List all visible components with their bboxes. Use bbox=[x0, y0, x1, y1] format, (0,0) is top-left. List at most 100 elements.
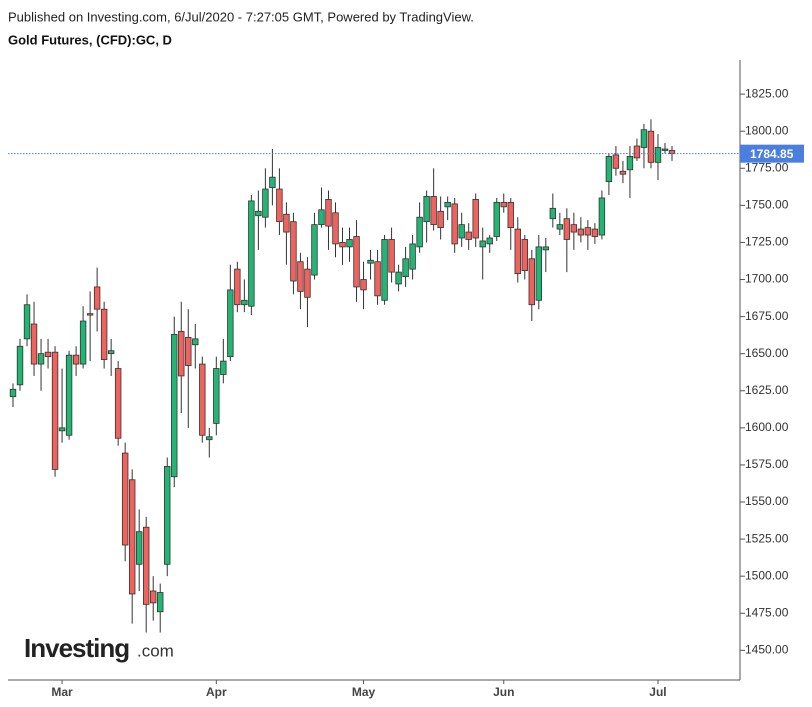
candle-body bbox=[72, 354, 80, 365]
candle-body bbox=[276, 188, 283, 223]
x-tick-label: Jun bbox=[493, 685, 514, 699]
candle-body bbox=[185, 336, 192, 366]
candle-body bbox=[206, 436, 213, 441]
candle-body bbox=[346, 239, 353, 248]
candle-body bbox=[633, 145, 641, 159]
candle-body bbox=[9, 388, 17, 398]
candle-body bbox=[121, 452, 129, 546]
candle-body bbox=[332, 212, 339, 245]
candle-body bbox=[220, 360, 227, 375]
y-tick-label: 1575.00 bbox=[745, 457, 789, 471]
candle-body bbox=[192, 338, 199, 346]
candle-body bbox=[563, 218, 571, 240]
y-tick-label: 1750.00 bbox=[745, 198, 789, 212]
candle-body bbox=[65, 354, 73, 436]
candle-body bbox=[458, 224, 465, 239]
candle-body bbox=[248, 200, 255, 307]
candle-body bbox=[44, 351, 52, 358]
candle-body bbox=[409, 243, 416, 270]
candle-body bbox=[93, 286, 101, 310]
y-tick-label: 1800.00 bbox=[745, 123, 789, 137]
candle-body bbox=[598, 197, 606, 236]
candle-body bbox=[58, 427, 66, 432]
candle-body bbox=[114, 368, 122, 439]
candle-body bbox=[591, 228, 599, 237]
candle-body bbox=[605, 156, 613, 183]
candle-body bbox=[143, 526, 150, 605]
candle-body bbox=[437, 210, 444, 229]
candle-body bbox=[500, 201, 507, 208]
candle-body bbox=[514, 228, 521, 274]
candle-body bbox=[255, 210, 262, 217]
candle-body bbox=[381, 239, 388, 301]
y-tick-label: 1450.00 bbox=[745, 643, 789, 657]
candle-body bbox=[297, 261, 304, 292]
candle-body bbox=[451, 203, 458, 245]
candle-body bbox=[367, 259, 374, 264]
candle-body bbox=[647, 130, 655, 163]
candle-body bbox=[360, 279, 367, 291]
candle-body bbox=[311, 224, 318, 276]
candle-body bbox=[584, 227, 592, 236]
y-tick-label: 1625.00 bbox=[745, 383, 789, 397]
candle-body bbox=[465, 231, 472, 240]
candle-body bbox=[213, 368, 220, 424]
candle-body bbox=[241, 299, 248, 306]
candle-body bbox=[339, 242, 346, 248]
candle-body bbox=[416, 216, 423, 248]
candle-body bbox=[318, 209, 325, 226]
candle-body bbox=[178, 331, 185, 377]
candle-body bbox=[86, 313, 94, 316]
candle-body bbox=[472, 199, 479, 239]
candle-body bbox=[542, 246, 550, 251]
y-tick-label: 1475.00 bbox=[745, 605, 789, 619]
y-tick-label: 1775.00 bbox=[745, 160, 789, 174]
candle-body bbox=[402, 258, 409, 277]
candle-body bbox=[626, 156, 634, 171]
candle-body bbox=[374, 261, 381, 297]
candle-body bbox=[535, 246, 542, 301]
candle-body bbox=[23, 304, 31, 340]
last-price-label: 1784.85 bbox=[750, 147, 794, 161]
candle-body bbox=[30, 323, 38, 365]
candle-body bbox=[51, 351, 59, 470]
candle-body bbox=[199, 363, 206, 436]
candle-body bbox=[388, 239, 395, 273]
y-tick-label: 1600.00 bbox=[745, 420, 789, 434]
candle-body bbox=[395, 271, 402, 285]
last-price-box bbox=[740, 144, 804, 163]
candle-body bbox=[262, 188, 269, 218]
candle-body bbox=[521, 239, 528, 272]
candle-body bbox=[661, 148, 669, 151]
candle-body bbox=[16, 345, 24, 386]
candle-body bbox=[290, 221, 297, 282]
y-tick-label: 1825.00 bbox=[745, 86, 789, 100]
y-tick-label: 1500.00 bbox=[745, 568, 789, 582]
watermark-suffix: .com bbox=[137, 641, 174, 660]
candle-body bbox=[640, 129, 648, 148]
candle-body bbox=[654, 147, 662, 163]
candle-body bbox=[486, 237, 493, 245]
chart-title: Gold Futures, (CFD):GC, D bbox=[8, 32, 172, 47]
candle-body bbox=[479, 240, 486, 248]
candle-body bbox=[493, 201, 500, 237]
y-tick-label: 1700.00 bbox=[745, 272, 789, 286]
candle-body bbox=[507, 201, 514, 229]
candle-body bbox=[234, 268, 241, 306]
candle-body bbox=[150, 590, 157, 604]
publish-note: Published on Investing.com, 6/Jul/2020 -… bbox=[8, 9, 474, 24]
y-tick-label: 1675.00 bbox=[745, 309, 789, 323]
candle-body bbox=[353, 236, 360, 288]
candle-body bbox=[128, 479, 136, 595]
candle-body bbox=[37, 353, 45, 365]
candle-body bbox=[269, 176, 276, 188]
candle-body bbox=[528, 258, 535, 306]
candle-body bbox=[227, 289, 234, 358]
candle-body bbox=[570, 224, 578, 233]
candle-body bbox=[444, 201, 451, 208]
x-tick-label: Mar bbox=[51, 685, 73, 699]
x-tick-label: Apr bbox=[206, 685, 227, 699]
candle-body bbox=[157, 592, 164, 613]
candle-body bbox=[135, 531, 143, 565]
